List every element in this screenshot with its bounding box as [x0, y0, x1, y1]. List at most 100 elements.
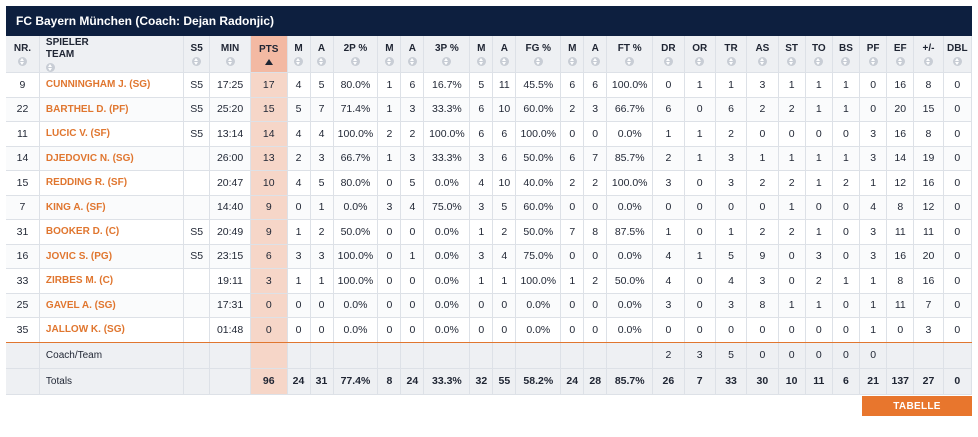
stat-cell: 25:20	[209, 97, 251, 122]
stat-cell: S5	[183, 97, 211, 122]
sort-icon[interactable]	[923, 56, 933, 66]
player-name-link[interactable]: BARTHEL D. (PF)	[39, 97, 185, 122]
col-fg-pct[interactable]: FG %	[515, 36, 562, 73]
player-name-link[interactable]: JALLOW K. (SG)	[39, 317, 185, 343]
col-2p-a[interactable]: A	[310, 36, 334, 73]
col-3p-pct[interactable]: 3P %	[423, 36, 471, 73]
stat-cell: 15	[913, 97, 944, 122]
player-name-link[interactable]: KING A. (SF)	[39, 195, 185, 220]
col-plus-minus[interactable]: +/-	[913, 36, 944, 73]
sort-icon[interactable]	[814, 56, 824, 66]
stat-cell: 9	[746, 244, 779, 269]
sort-icon[interactable]	[726, 56, 736, 66]
col-2p-pct[interactable]: 2P %	[333, 36, 379, 73]
sort-icon[interactable]	[17, 56, 27, 66]
player-name-link[interactable]: CUNNINGHAM J. (SG)	[39, 72, 185, 98]
col-ft-m[interactable]: M	[560, 36, 585, 73]
col-ef[interactable]: EF	[886, 36, 915, 73]
sort-icon[interactable]	[317, 56, 326, 66]
col-ft-a[interactable]: A	[583, 36, 608, 73]
stat-cell: 12	[913, 195, 944, 220]
col-dr[interactable]: DR	[652, 36, 685, 73]
sort-icon[interactable]	[499, 56, 509, 66]
col-fg-a[interactable]: A	[492, 36, 517, 73]
sort-icon[interactable]	[952, 56, 962, 66]
sort-icon[interactable]	[663, 56, 673, 66]
col-pf[interactable]: PF	[859, 36, 888, 73]
col-st[interactable]: ST	[778, 36, 806, 73]
print-table-button[interactable]: TABELLE DRUCKEN	[862, 396, 972, 432]
stat-cell: 0	[859, 342, 888, 369]
stat-cell: 1	[560, 268, 585, 294]
stat-cell	[377, 342, 402, 369]
row-label: Coach/Team	[39, 342, 185, 369]
stat-cell: 45.5%	[515, 72, 562, 98]
sort-icon[interactable]	[567, 56, 577, 66]
player-name-link[interactable]: REDDING R. (SF)	[39, 170, 185, 196]
stat-cell: S5	[183, 121, 211, 147]
col-or[interactable]: OR	[684, 36, 716, 73]
sort-icon[interactable]	[868, 56, 878, 66]
sort-icon[interactable]	[757, 56, 767, 66]
stat-cell: 3	[652, 170, 685, 196]
stat-cell: 0	[778, 268, 806, 294]
col-s5[interactable]: S5	[183, 36, 211, 73]
sort-icon[interactable]	[192, 56, 202, 66]
sort-icon[interactable]	[787, 56, 797, 66]
col-tr[interactable]: TR	[715, 36, 748, 73]
stat-cell	[183, 170, 211, 196]
sort-icon[interactable]	[45, 62, 55, 72]
sort-icon[interactable]	[225, 56, 235, 66]
player-name-link[interactable]: ZIRBES M. (C)	[39, 268, 185, 294]
sort-icon[interactable]	[841, 56, 851, 66]
stat-cell: 14	[6, 146, 40, 171]
team-title-bar: FC Bayern München (Coach: Dejan Radonjic…	[6, 6, 972, 36]
col-fg-m[interactable]: M	[469, 36, 494, 73]
sort-icon[interactable]	[350, 56, 360, 66]
player-name-link[interactable]: LUCIC V. (SF)	[39, 121, 185, 147]
stat-cell: 1	[778, 293, 806, 318]
sort-icon[interactable]	[590, 56, 600, 66]
sort-icon[interactable]	[442, 56, 452, 66]
col-spieler[interactable]: SPIELER TEAM	[39, 36, 185, 73]
stat-cell: 1	[832, 146, 861, 171]
col-as[interactable]: AS	[746, 36, 779, 73]
player-name-link[interactable]: JOVIC S. (PG)	[39, 244, 185, 269]
stat-cell: 0	[746, 195, 779, 220]
stat-cell: 9	[6, 72, 40, 98]
sort-icon[interactable]	[384, 56, 394, 66]
col-min[interactable]: MIN	[209, 36, 251, 73]
table-header-row: NR. SPIELER TEAM S5 MIN PTS M A 2P % M A …	[6, 36, 973, 73]
sort-icon[interactable]	[407, 56, 417, 66]
col-pts[interactable]: PTS	[250, 36, 288, 73]
sort-icon[interactable]	[625, 56, 635, 66]
stat-cell: 26	[652, 368, 685, 395]
col-bs[interactable]: BS	[832, 36, 861, 73]
player-name-link[interactable]: BOOKER D. (C)	[39, 219, 185, 245]
col-3p-m[interactable]: M	[377, 36, 402, 73]
sort-icon[interactable]	[895, 56, 905, 66]
col-2p-m[interactable]: M	[287, 36, 311, 73]
sort-icon[interactable]	[533, 56, 543, 66]
player-name-link[interactable]: GAVEL A. (SG)	[39, 293, 185, 318]
stat-cell: 58.2%	[515, 368, 562, 395]
col-to[interactable]: TO	[805, 36, 833, 73]
stat-cell: 0	[250, 317, 288, 343]
col-ft-pct[interactable]: FT %	[606, 36, 654, 73]
stat-cell: 3	[913, 317, 944, 343]
sort-icon[interactable]	[294, 56, 304, 66]
player-name-link[interactable]: DJEDOVIC N. (SG)	[39, 146, 185, 171]
stat-cell: 1	[310, 268, 334, 294]
sort-ascending-icon[interactable]	[264, 58, 273, 65]
stat-cell: 1	[684, 72, 716, 98]
stat-cell: 13	[250, 146, 288, 171]
col-nr[interactable]: NR.	[6, 36, 40, 73]
sort-icon[interactable]	[476, 56, 486, 66]
stat-cell: 0	[832, 317, 861, 343]
sort-icon[interactable]	[695, 56, 705, 66]
stat-cell: 3	[715, 170, 748, 196]
stat-cell: 3	[859, 244, 888, 269]
col-3p-a[interactable]: A	[400, 36, 425, 73]
col-dbl[interactable]: DBL	[943, 36, 973, 73]
stat-cell: 0	[377, 244, 402, 269]
